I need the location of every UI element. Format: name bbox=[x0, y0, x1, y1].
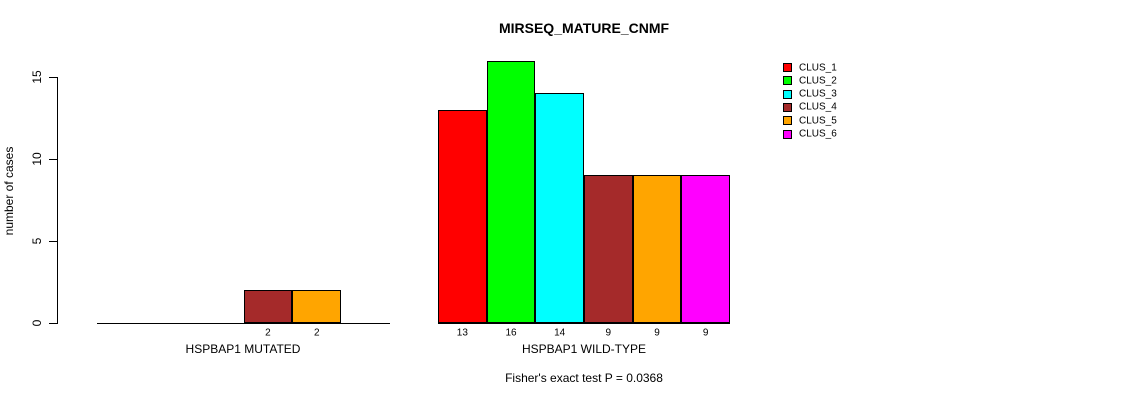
bar-value-label: 9 bbox=[605, 327, 612, 339]
bar-clus_4 bbox=[243, 290, 293, 323]
legend-label-clus_2: CLUS_2 bbox=[799, 75, 837, 87]
legend-swatch-clus_3 bbox=[783, 89, 792, 99]
y-axis-tick-label: 5 bbox=[30, 237, 44, 245]
bar-value-label: 14 bbox=[554, 327, 566, 339]
legend-label-clus_1: CLUS_1 bbox=[799, 62, 837, 73]
y-axis-tick bbox=[49, 77, 57, 78]
bar-clus_3 bbox=[535, 93, 584, 323]
bar-value-label: 13 bbox=[456, 327, 468, 339]
bar-clus_4 bbox=[584, 175, 633, 323]
y-axis-tick bbox=[49, 323, 57, 324]
bar-clus_5 bbox=[292, 290, 342, 323]
y-axis-tick bbox=[49, 241, 57, 242]
group-baseline bbox=[438, 323, 730, 324]
chart-title: MIRSEQ_MATURE_CNMF bbox=[498, 20, 670, 36]
bar-clus_1 bbox=[438, 110, 487, 323]
legend-label-clus_5: CLUS_5 bbox=[799, 115, 837, 127]
legend-label-clus_3: CLUS_3 bbox=[799, 88, 837, 100]
legend-label-clus_4: CLUS_4 bbox=[799, 101, 837, 113]
group-label-wildtype: HSPBAP1 WILD-TYPE bbox=[521, 342, 647, 356]
bar-value-label: 2 bbox=[265, 327, 271, 339]
y-axis-tick-label: 15 bbox=[30, 70, 44, 84]
bar-clus_5 bbox=[632, 175, 682, 323]
y-axis-tick bbox=[49, 159, 57, 160]
legend-swatch-clus_5 bbox=[783, 116, 792, 126]
group-label-mutated: HSPBAP1 MUTATED bbox=[185, 342, 301, 356]
bar-value-label: 9 bbox=[654, 327, 660, 339]
legend-swatch-clus_2 bbox=[783, 76, 792, 86]
legend-swatch-clus_4 bbox=[783, 102, 792, 112]
legend-swatch-clus_6 bbox=[783, 129, 792, 139]
fisher-test-footnote: Fisher's exact test P = 0.0368 bbox=[505, 371, 663, 385]
legend-label-clus_6: CLUS_6 bbox=[799, 128, 837, 140]
bar-clus_2 bbox=[486, 61, 536, 323]
bar-value-label: 2 bbox=[313, 327, 320, 339]
y-axis-spine bbox=[57, 77, 58, 324]
bar-clus_6 bbox=[681, 175, 730, 323]
y-axis-tick-label: 0 bbox=[30, 319, 44, 327]
bar-value-label: 16 bbox=[505, 327, 517, 339]
y-axis-tick-label: 10 bbox=[30, 152, 44, 166]
legend-swatch-clus_1 bbox=[783, 63, 792, 72]
group-baseline bbox=[97, 323, 390, 324]
bar-value-label: 9 bbox=[702, 327, 709, 339]
y-axis-title: number of cases bbox=[2, 146, 16, 236]
